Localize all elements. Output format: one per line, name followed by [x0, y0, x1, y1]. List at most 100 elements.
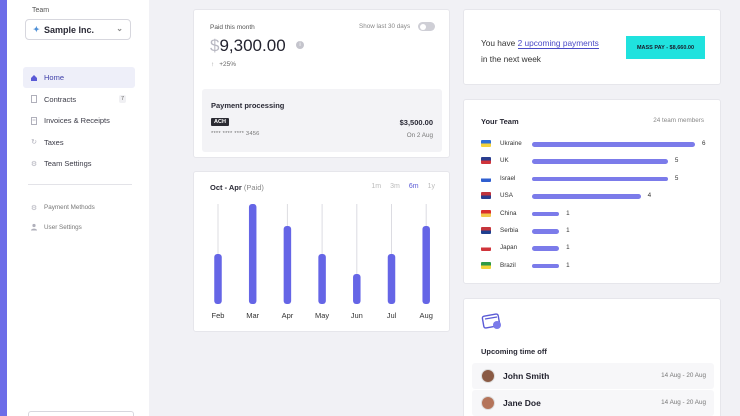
- nav-label: Taxes: [44, 137, 64, 147]
- payments-suffix: in the next week: [481, 54, 541, 64]
- time-off-row[interactable]: John Smith 14 Aug - 20 Aug: [472, 363, 714, 389]
- time-off-row[interactable]: Jane Doe 14 Aug - 20 Aug: [472, 390, 714, 416]
- nav-item-taxes[interactable]: ↻ Taxes: [23, 132, 135, 153]
- processing-amount: $3,500.00: [399, 118, 433, 127]
- period-1y[interactable]: 1y: [427, 183, 435, 190]
- bar-chart: Feb Mar Apr May Jun Jul Aug: [212, 204, 433, 320]
- country-row-israel: Israel 5: [481, 174, 711, 184]
- balance-card: Paid this month Show last 30 days $9,300…: [193, 9, 450, 158]
- country-bar: [532, 229, 560, 234]
- arrow-up-icon: ↑: [211, 61, 215, 68]
- chart-subtitle: (Paid): [243, 183, 264, 192]
- growth-value: +25%: [219, 61, 237, 68]
- time-off-card: Upcoming time off John Smith 14 Aug - 20…: [463, 298, 721, 416]
- growth-indicator: ↑ +25%: [211, 61, 236, 68]
- period-3m[interactable]: 3m: [390, 183, 400, 190]
- time-off-dates: 14 Aug - 20 Aug: [661, 399, 706, 406]
- x-tick-label: Feb: [212, 311, 225, 320]
- nav-label: Contracts: [44, 94, 77, 104]
- bar-jun[interactable]: [353, 274, 361, 304]
- ukraine-flag-icon: [481, 140, 491, 147]
- payment-method-badge: ACH: [211, 118, 229, 126]
- team-member-count: 24 team members: [653, 117, 704, 124]
- team-title: Your Team: [481, 117, 519, 126]
- payment-processing-panel: Payment processing ACH **** **** **** 34…: [202, 89, 442, 152]
- bar-mar[interactable]: [248, 204, 257, 304]
- chart-title-text: Oct - Apr: [210, 183, 242, 192]
- country-bar: [532, 211, 560, 217]
- avatar: [481, 369, 495, 383]
- x-tick-label: Jul: [387, 311, 397, 320]
- country-count: 5: [674, 157, 679, 165]
- bar-apr[interactable]: [283, 226, 292, 304]
- country-row-japan: Japan 1: [481, 243, 711, 253]
- country-name: Serbia: [500, 227, 519, 234]
- country-name: USA: [500, 192, 513, 200]
- person-name: John Smith: [503, 371, 550, 381]
- china-flag-icon: [481, 209, 491, 217]
- document-icon: [30, 95, 38, 103]
- country-name: Ukraine: [500, 140, 522, 147]
- nav-label: Invoices & Receipts: [44, 116, 110, 125]
- paid-this-month-label: Paid this month: [210, 24, 255, 31]
- country-bar: [532, 263, 560, 269]
- chevron-down-icon: ⌄: [116, 24, 123, 33]
- country-name: Israel: [500, 174, 516, 182]
- serbia-flag-icon: [481, 227, 491, 234]
- country-row-ukraine: Ukraine 6: [481, 139, 711, 149]
- bar-may[interactable]: [318, 254, 326, 304]
- home-icon: [30, 74, 38, 82]
- team-selector[interactable]: ✦ Sample Inc. ⌄: [25, 19, 131, 40]
- upcoming-payments-link[interactable]: 2 upcoming payments: [517, 38, 599, 49]
- country-row-china: China 1: [481, 209, 711, 219]
- nav-label: User Settings: [44, 223, 82, 231]
- card-number: **** **** **** 3456: [211, 131, 260, 137]
- payments-chart-card: Oct - Apr (Paid) 1m 3m 6m 1y Feb Mar Apr Ma…: [193, 171, 450, 332]
- bar-aug[interactable]: [422, 226, 430, 304]
- country-row-serbia: Serbia 1: [481, 226, 711, 236]
- contracts-count-badge: 7: [118, 94, 126, 103]
- nav-item-user-settings[interactable]: User Settings: [23, 218, 135, 237]
- country-count: 1: [566, 244, 570, 252]
- japan-flag-icon: [481, 244, 491, 252]
- nav-item-payment-methods[interactable]: ⚙ Payment Methods: [23, 198, 135, 217]
- avatar: [481, 396, 495, 410]
- country-row-usa: USA 4: [481, 191, 711, 201]
- nav-item-home[interactable]: Home: [23, 67, 135, 88]
- payments-prefix: You have: [481, 38, 516, 48]
- amount-value: 9,300.00: [219, 36, 286, 55]
- last-30-days-toggle[interactable]: [418, 22, 435, 31]
- country-name: China: [500, 209, 517, 217]
- country-count: 6: [702, 140, 706, 147]
- nav-item-contracts[interactable]: Contracts 7: [23, 89, 135, 110]
- person-name: Jane Doe: [503, 398, 541, 408]
- period-1m[interactable]: 1m: [371, 183, 382, 190]
- country-name: UK: [500, 157, 509, 165]
- israel-flag-icon: [481, 174, 491, 182]
- country-bar: [532, 194, 641, 199]
- processing-title: Payment processing: [211, 101, 285, 110]
- x-tick-label: Jun: [351, 311, 363, 320]
- nav-label: Team Settings: [44, 159, 92, 168]
- country-row-uk: UK 5: [481, 156, 711, 166]
- country-bar: [532, 176, 668, 182]
- nav-item-team-settings[interactable]: ⚙ Team Settings: [23, 153, 135, 174]
- x-tick-label: Apr: [282, 311, 294, 320]
- bar-feb[interactable]: [214, 254, 222, 304]
- mass-pay-button[interactable]: MASS PAY - $8,660.00: [626, 36, 705, 59]
- calendar-icon: [481, 313, 501, 329]
- x-tick-label: Mar: [246, 311, 259, 320]
- country-bar: [532, 246, 560, 251]
- x-tick-label: May: [315, 311, 329, 320]
- sidebar-bottom-box[interactable]: [28, 411, 134, 416]
- gear-icon: ⚙: [30, 160, 38, 168]
- nav-label: Payment Methods: [44, 204, 95, 211]
- info-icon[interactable]: i: [296, 41, 304, 49]
- x-tick-label: Aug: [420, 311, 433, 320]
- nav-item-invoices[interactable]: Invoices & Receipts: [23, 110, 135, 131]
- time-off-title: Upcoming time off: [481, 347, 547, 356]
- bar-jul[interactable]: [387, 254, 396, 304]
- period-6m[interactable]: 6m: [408, 183, 419, 190]
- paid-amount: $9,300.00: [210, 36, 286, 56]
- gear-icon: ⚙: [30, 204, 38, 212]
